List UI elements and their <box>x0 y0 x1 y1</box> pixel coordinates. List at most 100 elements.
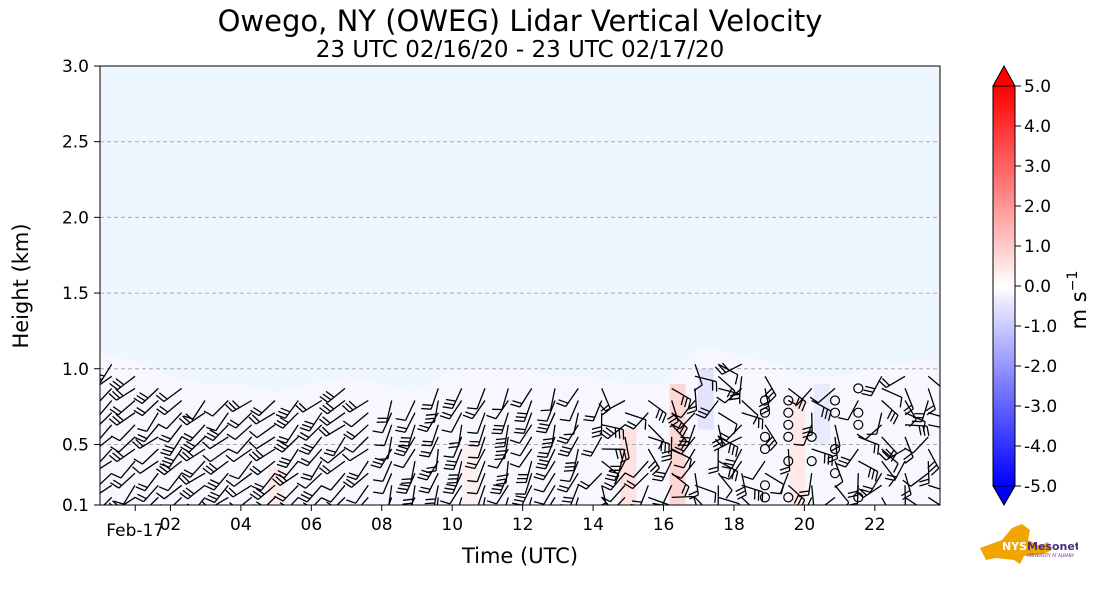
colorbar-tick-label: -1.0 <box>1024 317 1057 337</box>
wind-barb <box>346 484 369 504</box>
wind-barb <box>714 362 742 375</box>
x-tick-label: 08 <box>371 515 393 535</box>
wind-barb <box>798 473 813 497</box>
wind-barb <box>927 496 940 505</box>
wind-barb <box>159 496 183 505</box>
y-tick-label: 3.0 <box>62 57 89 77</box>
wind-barb <box>206 412 229 432</box>
x-tick-label: 22 <box>864 515 886 535</box>
wind-barb <box>398 424 416 447</box>
wind-barb <box>599 424 626 440</box>
wind-barb <box>250 400 276 417</box>
wind-barb <box>108 387 136 401</box>
wind-barb <box>787 387 813 406</box>
wind-barb <box>793 424 813 446</box>
chart-title: Owego, NY (OWEG) Lidar Vertical Velocity <box>217 4 823 38</box>
wind-barb <box>103 496 113 505</box>
wind-barb <box>515 473 533 495</box>
wind-barb <box>927 448 940 476</box>
y-axis: 0.1 0.5 1.0 1.5 2.0 2.5 3.0 <box>62 57 100 516</box>
calm-wind-circle <box>829 443 841 455</box>
wind-barb <box>249 460 276 476</box>
wind-barb <box>928 424 940 428</box>
wind-barb <box>787 484 806 505</box>
wind-barb <box>717 485 719 505</box>
wind-barb <box>203 424 229 442</box>
wind-barb <box>100 436 113 448</box>
wind-barb <box>226 496 253 505</box>
wind-barb <box>903 436 914 464</box>
wind-barb <box>436 497 439 505</box>
wind-barb <box>158 472 183 492</box>
wind-barb <box>299 412 323 432</box>
wind-barb <box>467 472 486 495</box>
colorbar-tick-label: -2.0 <box>1024 357 1057 377</box>
logo-text-mesonet: Mesonet <box>1027 540 1078 553</box>
wind-barb <box>528 497 533 505</box>
colorbar: 5.0 4.0 3.0 2.0 1.0 0.0 -1.0 -2.0 -3.0 -4.0 -5.0 <box>992 64 1057 506</box>
wind-barb <box>559 460 579 483</box>
wind-barb <box>779 448 791 475</box>
wind-barb <box>670 412 696 430</box>
wind-barb <box>201 436 229 450</box>
wind-barb <box>623 472 649 490</box>
plot-frame <box>99 65 941 506</box>
wind-barb <box>296 472 323 489</box>
wind-barb <box>858 436 880 455</box>
wind-barb <box>509 424 533 444</box>
wind-barb <box>273 436 299 453</box>
wind-barb <box>601 496 610 505</box>
wind-barb <box>100 424 113 440</box>
wind-barb <box>735 473 747 500</box>
colorbar-extend-min <box>992 485 1016 506</box>
wind-barb <box>830 424 841 452</box>
wind-barb <box>667 400 679 428</box>
wind-barb <box>156 399 183 416</box>
y-tick-label: 2.0 <box>62 208 89 228</box>
wind-barb <box>133 387 159 405</box>
wind-barb <box>467 460 486 483</box>
wind-barb <box>878 375 906 389</box>
wind-barb <box>100 484 113 494</box>
wind-barb <box>563 448 579 472</box>
x-tick-label: 18 <box>723 515 745 535</box>
wind-barb <box>441 412 463 433</box>
wind-barb <box>100 363 113 384</box>
wind-barb <box>743 460 766 481</box>
wind-barb <box>514 412 533 434</box>
wind-barb <box>695 400 719 419</box>
wind-barb <box>203 400 229 417</box>
calm-wind-circle <box>783 407 794 418</box>
wind-barb <box>624 460 649 478</box>
x-tick-label: 20 <box>794 515 816 535</box>
wind-barb <box>533 472 556 493</box>
colorbar-tick-label: 3.0 <box>1024 157 1051 177</box>
wind-barb <box>510 436 533 457</box>
wind-barb <box>321 472 346 491</box>
wind-barb <box>694 484 717 503</box>
wind-barb <box>155 484 183 500</box>
chart-subtitle: 23 UTC 02/16/20 - 23 UTC 02/17/20 <box>315 37 725 63</box>
wind-barb <box>677 424 696 447</box>
wind-barb <box>108 496 136 505</box>
wind-barb <box>494 436 509 461</box>
wind-barb <box>276 448 299 469</box>
wind-barb <box>298 484 323 503</box>
wind-barb <box>904 496 918 505</box>
wind-barb <box>424 485 439 505</box>
y-tick-label: 1.0 <box>62 360 89 380</box>
wind-barb <box>535 412 556 434</box>
calm-wind-circle <box>783 492 794 503</box>
wind-barb <box>491 412 509 435</box>
wind-barb <box>928 484 940 490</box>
wind-barb <box>343 424 369 441</box>
wind-barb <box>647 399 667 424</box>
wind-barb <box>204 472 229 491</box>
wind-barb <box>227 436 253 454</box>
wind-barb <box>100 412 113 426</box>
colorbar-tick-label: 1.0 <box>1024 237 1051 257</box>
wind-barb <box>160 436 183 457</box>
wind-barb <box>321 484 346 503</box>
